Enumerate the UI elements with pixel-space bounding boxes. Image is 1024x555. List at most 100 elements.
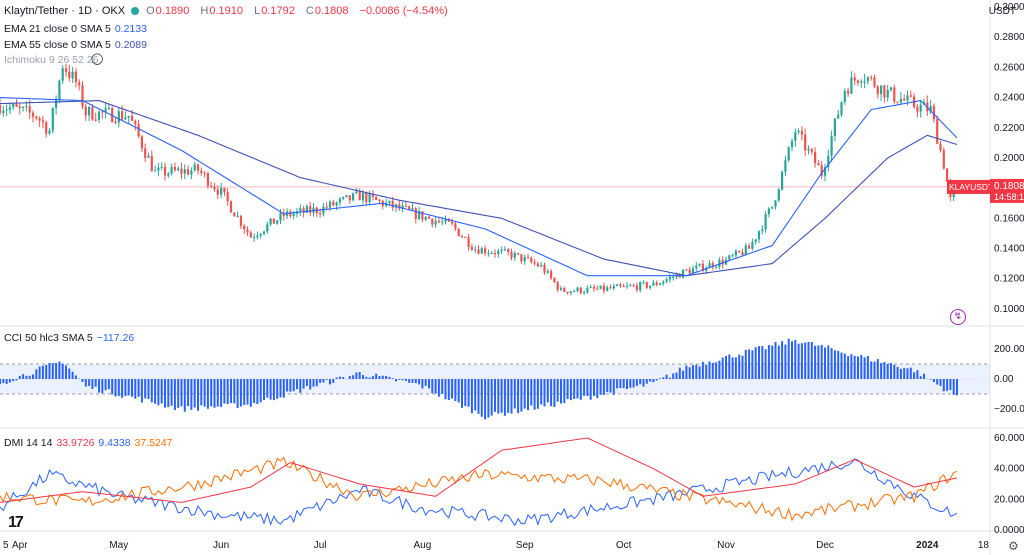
candle-body	[134, 120, 137, 125]
cci-legend[interactable]: CCI 50 hlc3 SMA 5 −117.26	[4, 331, 138, 345]
candle-body	[249, 232, 252, 238]
dmi-legend[interactable]: DMI 14 14 33.9726 9.4338 37.5247	[4, 436, 177, 450]
cci-bar	[860, 354, 863, 379]
cci-bar	[266, 379, 269, 398]
cci-bar	[774, 341, 777, 379]
cci-bar	[414, 379, 417, 384]
cci-bar	[936, 379, 939, 385]
candle-body	[837, 114, 840, 119]
ema55-legend[interactable]: EMA 55 close 0 SMA 5 0.2089	[4, 38, 151, 52]
candle-body	[563, 287, 566, 292]
symbol-legend: Klaytn/Tether · 1D · OKX O0.1890 H0.1910…	[4, 4, 452, 18]
cci-bar	[919, 376, 922, 379]
candle-body	[68, 71, 71, 79]
cci-bar	[272, 379, 275, 401]
cci-bar	[220, 379, 223, 407]
cci-bar	[794, 340, 797, 379]
candle-body	[503, 249, 506, 251]
candle-body	[470, 246, 473, 250]
ichimoku-legend[interactable]: Ichimoku 9 26 52 26 ◯	[4, 53, 103, 67]
candle-body	[526, 257, 530, 259]
candle-body	[335, 202, 338, 206]
candle-body	[474, 249, 477, 251]
lightning-icon[interactable]: ↯	[950, 309, 966, 325]
candle-body	[101, 111, 104, 113]
candle-body	[942, 150, 945, 169]
candle-body	[157, 167, 160, 171]
cci-bar	[863, 357, 866, 379]
candle-body	[480, 248, 483, 254]
cci-bar	[833, 350, 836, 379]
cci-bar	[398, 379, 401, 380]
cci-bar	[107, 379, 110, 390]
candle-body	[203, 172, 206, 174]
candle-body	[477, 249, 480, 254]
cci-bar	[527, 379, 529, 411]
cci-bar	[609, 379, 612, 393]
candle-body	[328, 201, 332, 208]
candle-body	[117, 111, 120, 123]
cci-bar	[622, 379, 625, 389]
candle-body	[467, 237, 470, 247]
time-axis-label-9: Dec	[816, 540, 834, 551]
candle-body	[916, 106, 919, 112]
cci-bar	[642, 379, 645, 387]
candle-body	[899, 98, 902, 103]
candle-body	[860, 81, 863, 83]
candle-body	[589, 286, 592, 288]
cci-bar	[738, 354, 741, 379]
candle-body	[239, 215, 242, 226]
adx-line	[0, 437, 958, 503]
cci-bar	[606, 379, 609, 392]
cci-bar	[873, 361, 876, 379]
candle-body	[744, 245, 747, 255]
cci-bar	[177, 379, 180, 408]
cci-bar	[431, 379, 434, 394]
cci-bar	[61, 363, 64, 379]
cci-bar	[474, 379, 477, 411]
last-price-value: 0.1808	[994, 181, 1024, 192]
cci-bar	[523, 379, 526, 409]
cci-bar	[744, 349, 747, 379]
candle-body	[876, 86, 879, 94]
cci-bar	[546, 379, 549, 403]
candle-body	[51, 107, 54, 131]
symbol-title[interactable]: Klaytn/Tether · 1D · OKX	[4, 5, 126, 17]
cci-bar	[365, 376, 368, 379]
cci-bar	[942, 379, 945, 392]
time-axis-label-0: 5	[3, 540, 9, 551]
cci-bar	[665, 374, 668, 379]
cci-tick-label-2: −200.00	[994, 404, 1024, 415]
candle-body	[5, 109, 8, 111]
cci-bar	[781, 341, 784, 379]
cci-bar	[579, 379, 582, 400]
cci-bar	[721, 357, 724, 379]
cci-bar	[814, 345, 817, 379]
cci-bar	[269, 379, 272, 400]
cci-bar	[319, 379, 322, 383]
candle-body	[635, 285, 638, 290]
ema21-legend[interactable]: EMA 21 close 0 SMA 5 0.2133	[4, 22, 151, 36]
candle-body	[847, 90, 850, 94]
candle-body	[500, 249, 503, 251]
cci-bar	[292, 379, 295, 392]
cci-bar	[312, 379, 315, 387]
price-tick-label-2: 0.2600	[994, 62, 1024, 73]
cci-bar	[952, 379, 955, 395]
candle-body	[451, 221, 454, 224]
eye-hidden-icon[interactable]: ◯	[91, 53, 104, 65]
gear-icon[interactable]: ⚙	[1008, 539, 1019, 553]
cci-bar	[741, 355, 744, 379]
candle-body	[394, 204, 398, 208]
candle-body	[556, 282, 559, 290]
candle-body	[266, 224, 269, 232]
cci-bar	[946, 379, 949, 391]
dmi-label: DMI 14 14	[4, 437, 53, 449]
candle-body	[906, 95, 909, 101]
cci-bar	[797, 343, 800, 379]
time-axis-label-7: Oct	[616, 540, 632, 551]
candle-body	[150, 155, 153, 172]
cci-bar	[253, 379, 256, 404]
cci-bar	[41, 365, 44, 379]
